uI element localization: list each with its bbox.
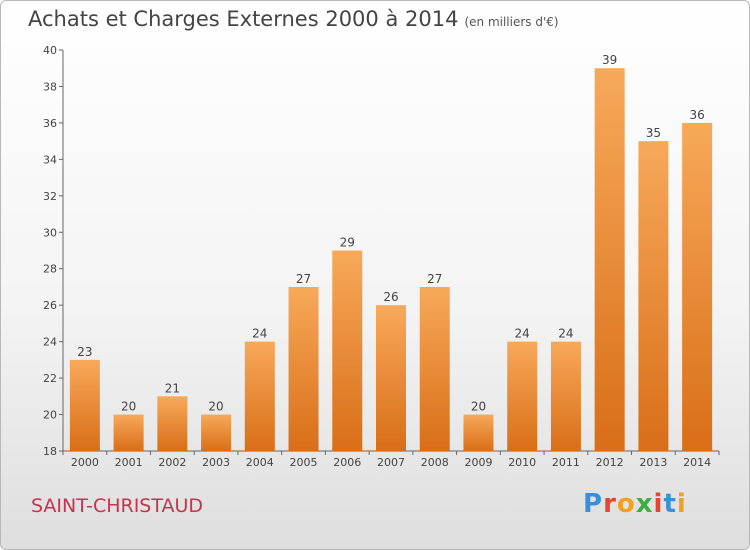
x-tick-label: 2004 xyxy=(246,456,274,469)
y-tick-label: 20 xyxy=(43,409,57,422)
bar xyxy=(201,414,232,451)
proxiti-logo: Proxiti xyxy=(583,489,687,519)
chart-unit: (en milliers d'€) xyxy=(464,15,559,29)
bar xyxy=(113,414,144,451)
x-tick-label: 2012 xyxy=(596,456,624,469)
y-tick-label: 40 xyxy=(43,44,57,57)
y-tick-label: 24 xyxy=(43,336,57,349)
chart-title-text: Achats et Charges Externes 2000 à 2014 xyxy=(28,7,459,31)
bar-value-label: 36 xyxy=(689,108,704,122)
x-tick-label: 2009 xyxy=(464,456,492,469)
chart-title: Achats et Charges Externes 2000 à 2014 (e… xyxy=(28,7,559,31)
bar-value-label: 35 xyxy=(646,126,661,140)
bar xyxy=(69,359,100,451)
x-tick-label: 2011 xyxy=(552,456,580,469)
y-tick-label: 36 xyxy=(43,117,57,130)
logo-letter: t xyxy=(663,489,677,519)
y-tick-label: 28 xyxy=(43,263,57,276)
bar xyxy=(288,286,319,451)
x-tick-label: 2006 xyxy=(333,456,361,469)
bar-value-label: 24 xyxy=(515,327,530,341)
bar-value-label: 20 xyxy=(121,400,136,414)
y-tick-label: 26 xyxy=(43,299,57,312)
y-tick-label: 18 xyxy=(43,445,57,458)
bar-value-label: 20 xyxy=(471,400,486,414)
bar xyxy=(638,141,669,452)
x-tick-label: 2007 xyxy=(377,456,405,469)
x-tick-label: 2008 xyxy=(421,456,449,469)
bar-value-label: 39 xyxy=(602,53,617,67)
bar xyxy=(550,341,581,451)
bar xyxy=(244,341,275,451)
bar-value-label: 24 xyxy=(558,327,573,341)
bar xyxy=(594,68,625,452)
bar xyxy=(376,305,406,451)
bar-value-label: 27 xyxy=(427,272,442,286)
x-tick-label: 2013 xyxy=(639,456,667,469)
chart-bars xyxy=(69,68,713,452)
bar-value-label: 20 xyxy=(208,400,223,414)
chart-ticks: 18 20 22 24 26 28 30 32 34 36 38 40 2000 2001 2002 2003… xyxy=(43,44,720,469)
x-tick-label: 2010 xyxy=(508,456,536,469)
logo-letter: i xyxy=(676,489,687,519)
y-tick-label: 32 xyxy=(43,190,57,203)
logo-letter: r xyxy=(603,489,617,519)
bar-value-label: 29 xyxy=(340,236,355,250)
bar xyxy=(507,341,538,451)
y-tick-label: 38 xyxy=(43,80,57,93)
chart-value-labels: 23 20 21 20 24 27 29 26 27 20 24 24 39 35 36 xyxy=(77,53,705,413)
x-tick-label: 2005 xyxy=(290,456,318,469)
y-tick-label: 34 xyxy=(43,153,57,166)
bar xyxy=(332,250,363,451)
bar-value-label: 23 xyxy=(77,345,92,359)
x-tick-label: 2014 xyxy=(683,456,711,469)
bar-value-label: 21 xyxy=(165,381,180,395)
y-tick-label: 30 xyxy=(43,226,57,239)
bar xyxy=(682,122,713,451)
x-tick-label: 2000 xyxy=(71,456,99,469)
x-tick-label: 2002 xyxy=(158,456,186,469)
bar xyxy=(157,396,188,451)
x-tick-label: 2003 xyxy=(202,456,230,469)
logo-letter: P xyxy=(583,489,604,519)
bar-value-label: 27 xyxy=(296,272,311,286)
bar-value-label: 26 xyxy=(383,290,398,304)
commune-name: SAINT-CHRISTAUD xyxy=(31,495,204,517)
x-tick-label: 2001 xyxy=(115,456,143,469)
bar-value-label: 24 xyxy=(252,327,267,341)
logo-letter: x xyxy=(635,489,654,519)
bar xyxy=(463,414,494,451)
logo-letter: o xyxy=(616,489,636,519)
bar xyxy=(419,286,450,451)
logo-letter: i xyxy=(653,489,664,519)
y-tick-label: 22 xyxy=(43,372,57,385)
